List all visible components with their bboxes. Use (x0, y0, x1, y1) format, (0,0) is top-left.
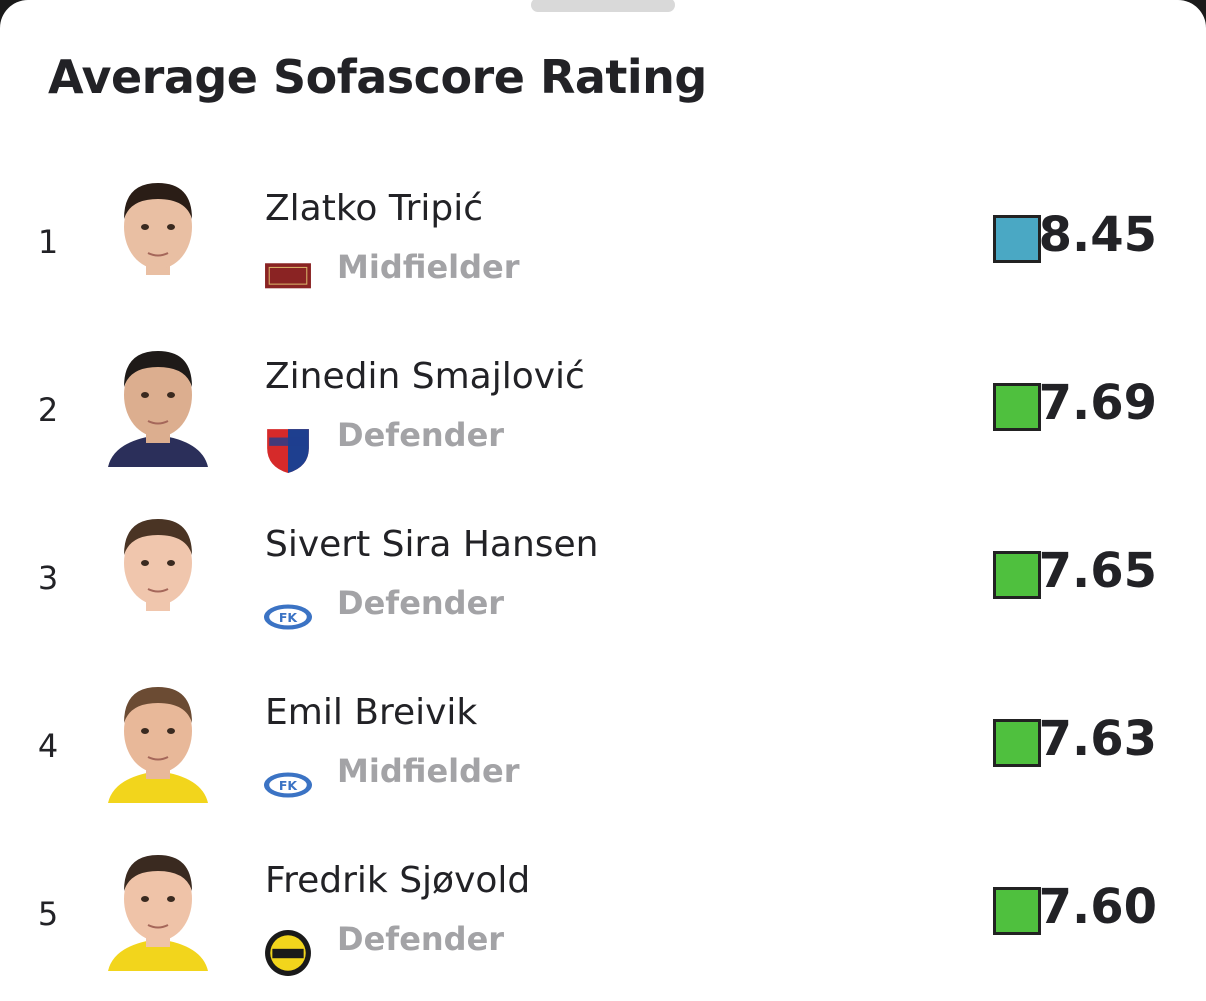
rating-value: 7.60 (1038, 879, 1157, 935)
rating-value: 7.65 (1038, 543, 1157, 599)
svg-text:FK: FK (279, 610, 299, 625)
rank: 3 (37, 559, 59, 597)
rating-badge (993, 215, 1041, 263)
player-position: Midfielder (337, 248, 520, 286)
club-logo: FK (264, 593, 312, 645)
avatar-image (108, 855, 208, 971)
player-avatar (100, 847, 216, 975)
avatar-image (108, 519, 208, 635)
drag-handle[interactable] (531, 0, 675, 12)
avatar-image (108, 183, 208, 299)
club-logo-image (267, 429, 309, 473)
player-row[interactable]: 1 Zlatko Tripić Midfielder 8.45 (0, 161, 1206, 329)
rank: 1 (37, 223, 59, 261)
rank: 5 (37, 895, 59, 933)
rank: 4 (37, 727, 59, 765)
rating-badge (993, 383, 1041, 431)
player-row[interactable]: 3 Sivert Sira Hansen FK Defender 7.65 (0, 497, 1206, 665)
player-position: Defender (337, 920, 505, 958)
club-logo (264, 257, 312, 309)
sheet-title: Average Sofascore Rating (48, 50, 707, 104)
avatar-image (108, 687, 208, 803)
rating-value: 8.45 (1038, 207, 1157, 263)
player-name[interactable]: Emil Breivik (265, 692, 478, 733)
club-logo-image (265, 263, 311, 289)
svg-text:FK: FK (279, 778, 299, 793)
player-position: Defender (337, 584, 505, 622)
club-logo: FK (264, 761, 312, 813)
player-name[interactable]: Zinedin Smajlović (265, 356, 585, 397)
club-logo-image (265, 930, 311, 976)
rating-value: 7.69 (1038, 375, 1157, 431)
player-position: Midfielder (337, 752, 520, 790)
player-row[interactable]: 4 Emil Breivik FK Midfielder 7.63 (0, 665, 1206, 833)
player-avatar (100, 511, 216, 639)
rank: 2 (37, 391, 59, 429)
player-avatar (100, 343, 216, 471)
player-name[interactable]: Fredrik Sjøvold (265, 860, 531, 901)
club-logo-image: FK (264, 772, 312, 798)
rating-badge (993, 719, 1041, 767)
player-row[interactable]: 2 Zinedin Smajlović Defender 7.69 (0, 329, 1206, 497)
player-position: Defender (337, 416, 505, 454)
avatar-image (108, 351, 208, 467)
player-name[interactable]: Zlatko Tripić (265, 188, 484, 229)
club-logo (264, 929, 312, 981)
rating-value: 7.63 (1038, 711, 1157, 767)
player-name[interactable]: Sivert Sira Hansen (265, 524, 599, 565)
player-row[interactable]: 5 Fredrik Sjøvold Defender 7.60 (0, 833, 1206, 1001)
player-avatar (100, 679, 216, 807)
club-logo-image: FK (264, 604, 312, 630)
club-logo (264, 425, 312, 477)
rating-badge (993, 551, 1041, 599)
rating-badge (993, 887, 1041, 935)
player-avatar (100, 175, 216, 303)
